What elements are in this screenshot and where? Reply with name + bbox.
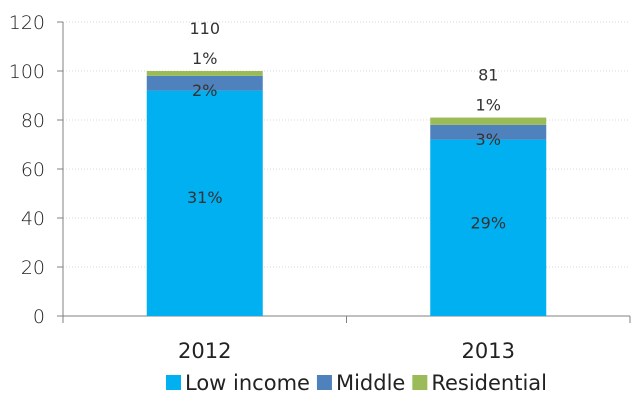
legend-label: Residential bbox=[431, 371, 547, 395]
legend-swatch bbox=[412, 375, 428, 390]
bar-segment bbox=[430, 124, 547, 140]
y-tick-label: 20 bbox=[21, 257, 45, 279]
data-label-middle: 3% bbox=[476, 130, 501, 149]
legend-label: Low income bbox=[185, 371, 310, 395]
y-tick-label: 60 bbox=[21, 159, 45, 181]
bar-segment bbox=[146, 90, 263, 316]
legend-swatch bbox=[316, 375, 332, 390]
data-label-low-income: 29% bbox=[470, 213, 506, 232]
x-category-label: 2012 bbox=[178, 339, 231, 363]
data-label-total: 81 bbox=[478, 66, 498, 85]
bar-segment bbox=[146, 75, 263, 91]
data-label-residential: 1% bbox=[192, 49, 217, 68]
x-category-label: 2013 bbox=[462, 339, 515, 363]
legend-swatch bbox=[166, 375, 181, 390]
data-label-middle: 2% bbox=[192, 81, 217, 100]
data-label-total: 110 bbox=[189, 19, 220, 38]
y-tick-label: 120 bbox=[9, 12, 45, 34]
data-label-residential: 1% bbox=[476, 96, 501, 115]
bar-segment bbox=[430, 117, 547, 125]
y-tick-label: 100 bbox=[9, 61, 45, 83]
y-tick-label: 0 bbox=[33, 306, 45, 328]
y-tick-label: 40 bbox=[21, 208, 45, 230]
legend-label: Middle bbox=[336, 371, 405, 395]
y-tick-label: 80 bbox=[21, 110, 45, 132]
data-label-low-income: 31% bbox=[187, 188, 223, 207]
bar-segment bbox=[430, 139, 547, 316]
bar-segment bbox=[146, 71, 263, 76]
